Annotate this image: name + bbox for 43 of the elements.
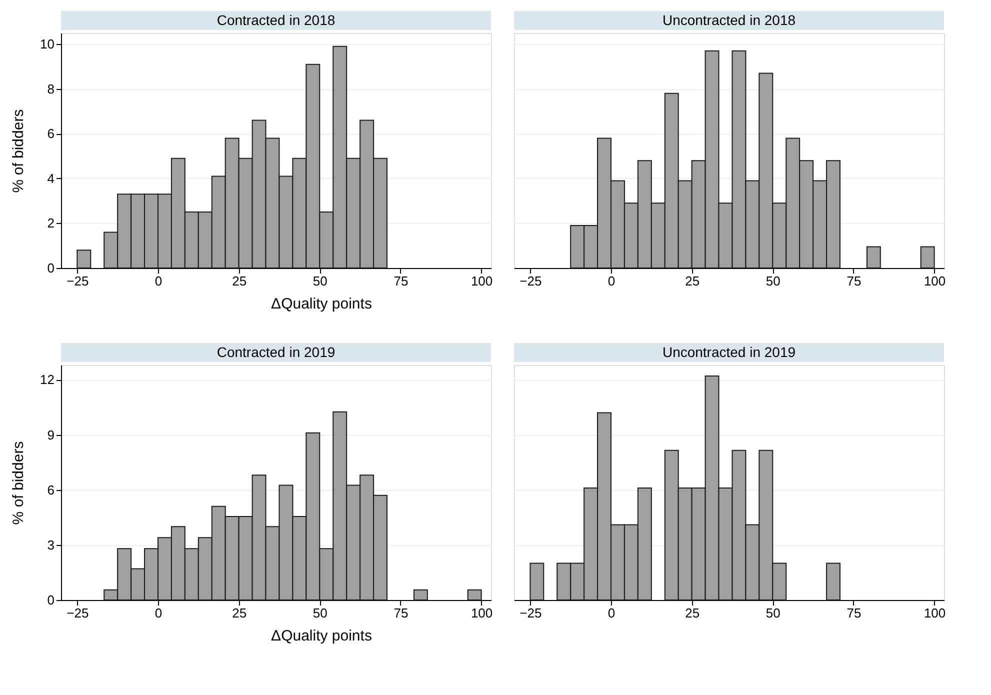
x-axis-title: ΔQuality points: [271, 628, 372, 644]
y-tick-label: 6: [47, 482, 54, 498]
y-tick-label: 12: [40, 372, 54, 388]
x-tick-label: 50: [312, 274, 328, 288]
x-tick-label: 100: [924, 274, 946, 288]
x-tick-label: −25: [520, 606, 542, 620]
x-tick-label: 25: [685, 606, 700, 620]
chart-title: Uncontracted in 2018: [662, 12, 796, 28]
chart-title: Uncontracted in 2019: [662, 344, 796, 360]
x-tick-label: −25: [66, 274, 89, 288]
x-tick-label: 50: [766, 606, 780, 620]
x-tick-label: −25: [520, 274, 542, 288]
chart-title: Contracted in 2019: [216, 344, 336, 360]
x-tick-label: 25: [232, 274, 247, 288]
y-axis-title: % of bidders: [10, 109, 28, 193]
x-tick-label: 0: [608, 606, 616, 620]
x-tick-label: 100: [924, 606, 946, 620]
x-tick-label: −25: [66, 606, 89, 620]
y-tick-label: 9: [47, 427, 54, 442]
x-tick-label: 25: [685, 274, 700, 288]
x-tick-label: 100: [470, 274, 493, 288]
y-tick-label: 3: [47, 537, 54, 552]
x-tick-label: 75: [846, 606, 862, 620]
y-tick-label: 4: [47, 170, 54, 186]
x-tick-label: 75: [846, 274, 862, 288]
x-tick-label: 100: [470, 606, 493, 620]
y-tick-label: 6: [47, 126, 54, 142]
y-axis-title: % of bidders: [10, 441, 28, 525]
x-tick-label: 0: [154, 274, 162, 288]
x-tick-label: 0: [608, 274, 616, 288]
x-tick-label: 50: [312, 606, 328, 620]
y-tick-label: 2: [47, 216, 54, 231]
x-tick-label: 75: [394, 606, 408, 620]
x-axis-title: ΔQuality points: [271, 296, 372, 312]
x-tick-label: 75: [394, 274, 408, 288]
chart-title: Contracted in 2018: [216, 12, 336, 28]
x-tick-label: 50: [766, 274, 780, 288]
y-tick-label: 0: [47, 260, 54, 276]
x-tick-label: 0: [154, 606, 162, 620]
y-tick-label: 8: [47, 81, 54, 96]
x-tick-label: 25: [232, 606, 247, 620]
y-tick-label: 0: [47, 592, 54, 608]
y-tick-label: 10: [40, 36, 54, 52]
